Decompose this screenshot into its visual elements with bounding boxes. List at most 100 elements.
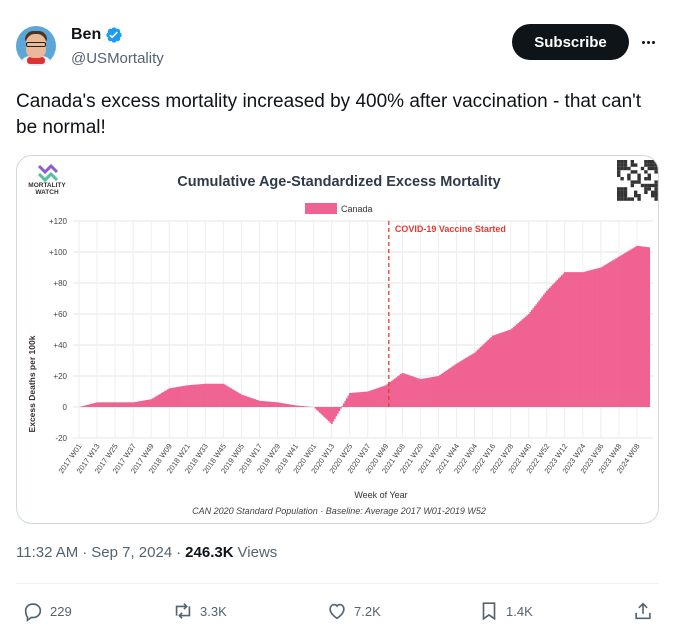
bar xyxy=(585,271,587,407)
bar xyxy=(347,395,350,407)
bar xyxy=(207,383,210,407)
author-handle[interactable]: @USMortality xyxy=(71,50,164,67)
x-axis-label: Week of Year xyxy=(354,490,407,500)
bar xyxy=(129,402,132,407)
bar xyxy=(568,272,571,407)
bar xyxy=(91,403,94,407)
bar xyxy=(491,335,494,407)
bar xyxy=(100,402,103,407)
bar xyxy=(630,249,633,407)
bar xyxy=(509,329,512,407)
bar xyxy=(197,384,199,407)
bar xyxy=(353,392,356,407)
bar xyxy=(102,402,105,407)
bar xyxy=(532,308,535,407)
bar xyxy=(476,349,479,407)
share-button[interactable] xyxy=(632,596,654,626)
bar xyxy=(195,384,198,407)
bar xyxy=(618,256,620,407)
bar xyxy=(368,390,371,407)
bar xyxy=(573,272,575,407)
bar xyxy=(527,314,530,407)
bar xyxy=(458,361,461,407)
bar xyxy=(386,384,389,407)
bar xyxy=(595,268,598,407)
bar xyxy=(442,372,445,407)
bar xyxy=(634,246,637,407)
bar xyxy=(121,402,124,407)
bar xyxy=(139,401,142,407)
like-button[interactable]: 7.2K xyxy=(326,596,381,626)
bar xyxy=(530,310,533,407)
bar xyxy=(300,405,303,407)
bar xyxy=(276,402,279,407)
bar xyxy=(297,405,300,407)
bar xyxy=(150,399,153,407)
bar xyxy=(642,246,645,407)
bar xyxy=(606,263,608,407)
bar xyxy=(627,251,629,407)
bar xyxy=(515,324,518,407)
legend-label: Canada xyxy=(341,204,373,214)
bar xyxy=(323,407,326,417)
bar xyxy=(490,337,493,407)
bar xyxy=(109,402,112,407)
bar xyxy=(621,254,623,407)
bookmark-button[interactable]: 1.4K xyxy=(478,596,533,626)
bar xyxy=(502,332,505,407)
bar xyxy=(613,259,616,407)
bar xyxy=(291,404,294,407)
bar xyxy=(391,380,393,407)
bar xyxy=(123,402,126,407)
author-name[interactable]: Ben xyxy=(71,26,102,43)
bar xyxy=(201,384,204,407)
repost-button[interactable]: 3.3K xyxy=(172,596,227,626)
bar xyxy=(163,391,166,407)
author-name-row[interactable]: Ben xyxy=(71,26,123,44)
bar xyxy=(257,400,260,407)
views-label: Views xyxy=(237,544,278,561)
bar xyxy=(82,405,85,407)
bar xyxy=(186,385,189,407)
bar xyxy=(254,399,257,407)
bar xyxy=(218,383,220,407)
bar xyxy=(397,376,399,407)
bar xyxy=(189,385,192,407)
bar xyxy=(348,393,351,407)
subscribe-button[interactable]: Subscribe xyxy=(512,24,629,60)
bar xyxy=(488,338,491,407)
bar xyxy=(373,389,375,407)
avatar[interactable] xyxy=(16,26,56,66)
bar xyxy=(225,385,228,407)
bar xyxy=(342,403,345,407)
bar xyxy=(216,383,219,407)
reply-icon xyxy=(24,603,42,622)
repost-count: 3.3K xyxy=(200,603,227,619)
bar xyxy=(267,401,270,407)
bar xyxy=(160,392,163,407)
bar xyxy=(610,261,613,407)
bar xyxy=(200,384,202,407)
tweet-date[interactable]: Sep 7, 2024 xyxy=(91,544,173,561)
bar xyxy=(547,289,550,407)
bar xyxy=(394,378,396,407)
legend: Canada xyxy=(305,203,373,214)
bar xyxy=(418,378,420,407)
more-options-icon[interactable] xyxy=(636,30,660,54)
bar xyxy=(145,400,148,407)
annotation: COVID-19 Vaccine Started xyxy=(388,221,506,407)
bar xyxy=(108,402,111,407)
bar xyxy=(243,395,246,407)
bar xyxy=(550,286,553,407)
bar xyxy=(374,388,377,407)
tweet-media-chart[interactable]: MORTALITY WATCH Cumulative Age-Standardi… xyxy=(16,155,659,524)
bar xyxy=(183,385,186,407)
bar xyxy=(524,316,527,407)
bar xyxy=(538,300,541,407)
bar xyxy=(592,269,595,407)
bar xyxy=(493,335,496,407)
tweet-time[interactable]: 11:32 AM xyxy=(16,544,79,561)
bar xyxy=(336,407,339,414)
reply-button[interactable]: 229 xyxy=(22,596,72,626)
